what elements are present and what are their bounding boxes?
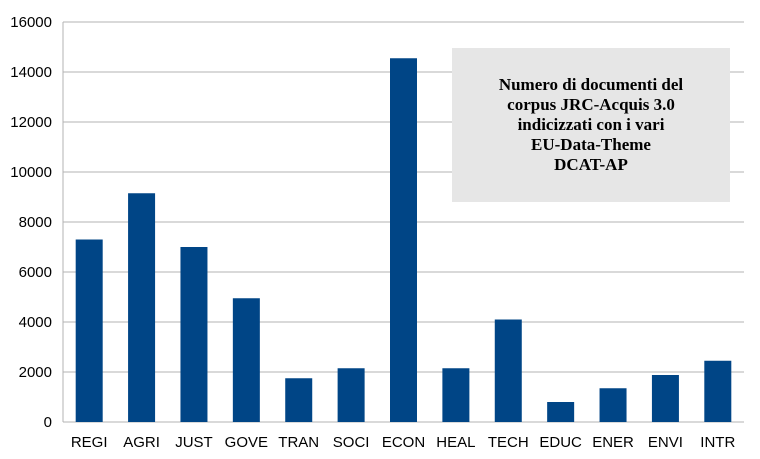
x-tick-label: EDUC <box>539 434 582 451</box>
x-tick-label: ENER <box>592 434 634 451</box>
y-tick-label: 12000 <box>10 114 52 131</box>
bar-educ <box>547 402 575 422</box>
bar-just <box>180 247 208 422</box>
x-tick-label: GOVE <box>225 434 268 451</box>
bar-tech <box>494 319 522 422</box>
bars <box>75 58 732 422</box>
x-tick-label: TRAN <box>278 434 319 451</box>
y-axis-tick-labels: 0 2000 4000 6000 8000 10000 12000 14000 16000 <box>10 14 52 431</box>
bar-econ <box>390 58 417 422</box>
x-tick-label: AGRI <box>123 434 160 451</box>
y-tick-label: 16000 <box>10 14 52 31</box>
x-tick-label: INTR <box>700 434 735 451</box>
chart-title-line: indicizzati con i vari <box>517 115 665 134</box>
x-tick-label: JUST <box>175 434 213 451</box>
bar-agri <box>128 193 156 422</box>
x-tick-label: HEAL <box>436 434 475 451</box>
chart-title-line: corpus JRC-Acquis 3.0 <box>507 95 675 114</box>
chart-title-line: EU-Data-Theme <box>531 135 651 154</box>
x-tick-label: SOCI <box>333 434 370 451</box>
y-tick-label: 6000 <box>19 264 52 281</box>
chart-title-box: Numero di documenti del corpus JRC-Acqui… <box>452 48 730 202</box>
x-tick-label: REGI <box>71 434 108 451</box>
y-tick-label: 0 <box>44 414 52 431</box>
y-tick-label: 10000 <box>10 164 52 181</box>
bar-intr <box>704 360 732 422</box>
bar-heal <box>442 368 470 422</box>
x-tick-label: ENVI <box>648 434 683 451</box>
chart-title-line: Numero di documenti del <box>498 75 684 94</box>
bar-tran <box>285 378 313 422</box>
bar-regi <box>75 239 103 422</box>
x-tick-label: TECH <box>488 434 529 451</box>
y-tick-label: 4000 <box>19 314 52 331</box>
bar-soci <box>337 368 365 422</box>
bar-envi <box>651 375 679 422</box>
y-tick-label: 14000 <box>10 64 52 81</box>
x-tick-label: ECON <box>382 434 425 451</box>
bar-ener <box>599 388 627 422</box>
y-tick-label: 8000 <box>19 214 52 231</box>
x-axis-tick-labels: REGI AGRI JUST GOVE TRAN SOCI ECON HEAL TECH EDUC… <box>71 434 736 451</box>
bar-gove <box>232 298 260 422</box>
chart-title-line: DCAT-AP <box>554 155 628 174</box>
y-tick-label: 2000 <box>19 364 52 381</box>
